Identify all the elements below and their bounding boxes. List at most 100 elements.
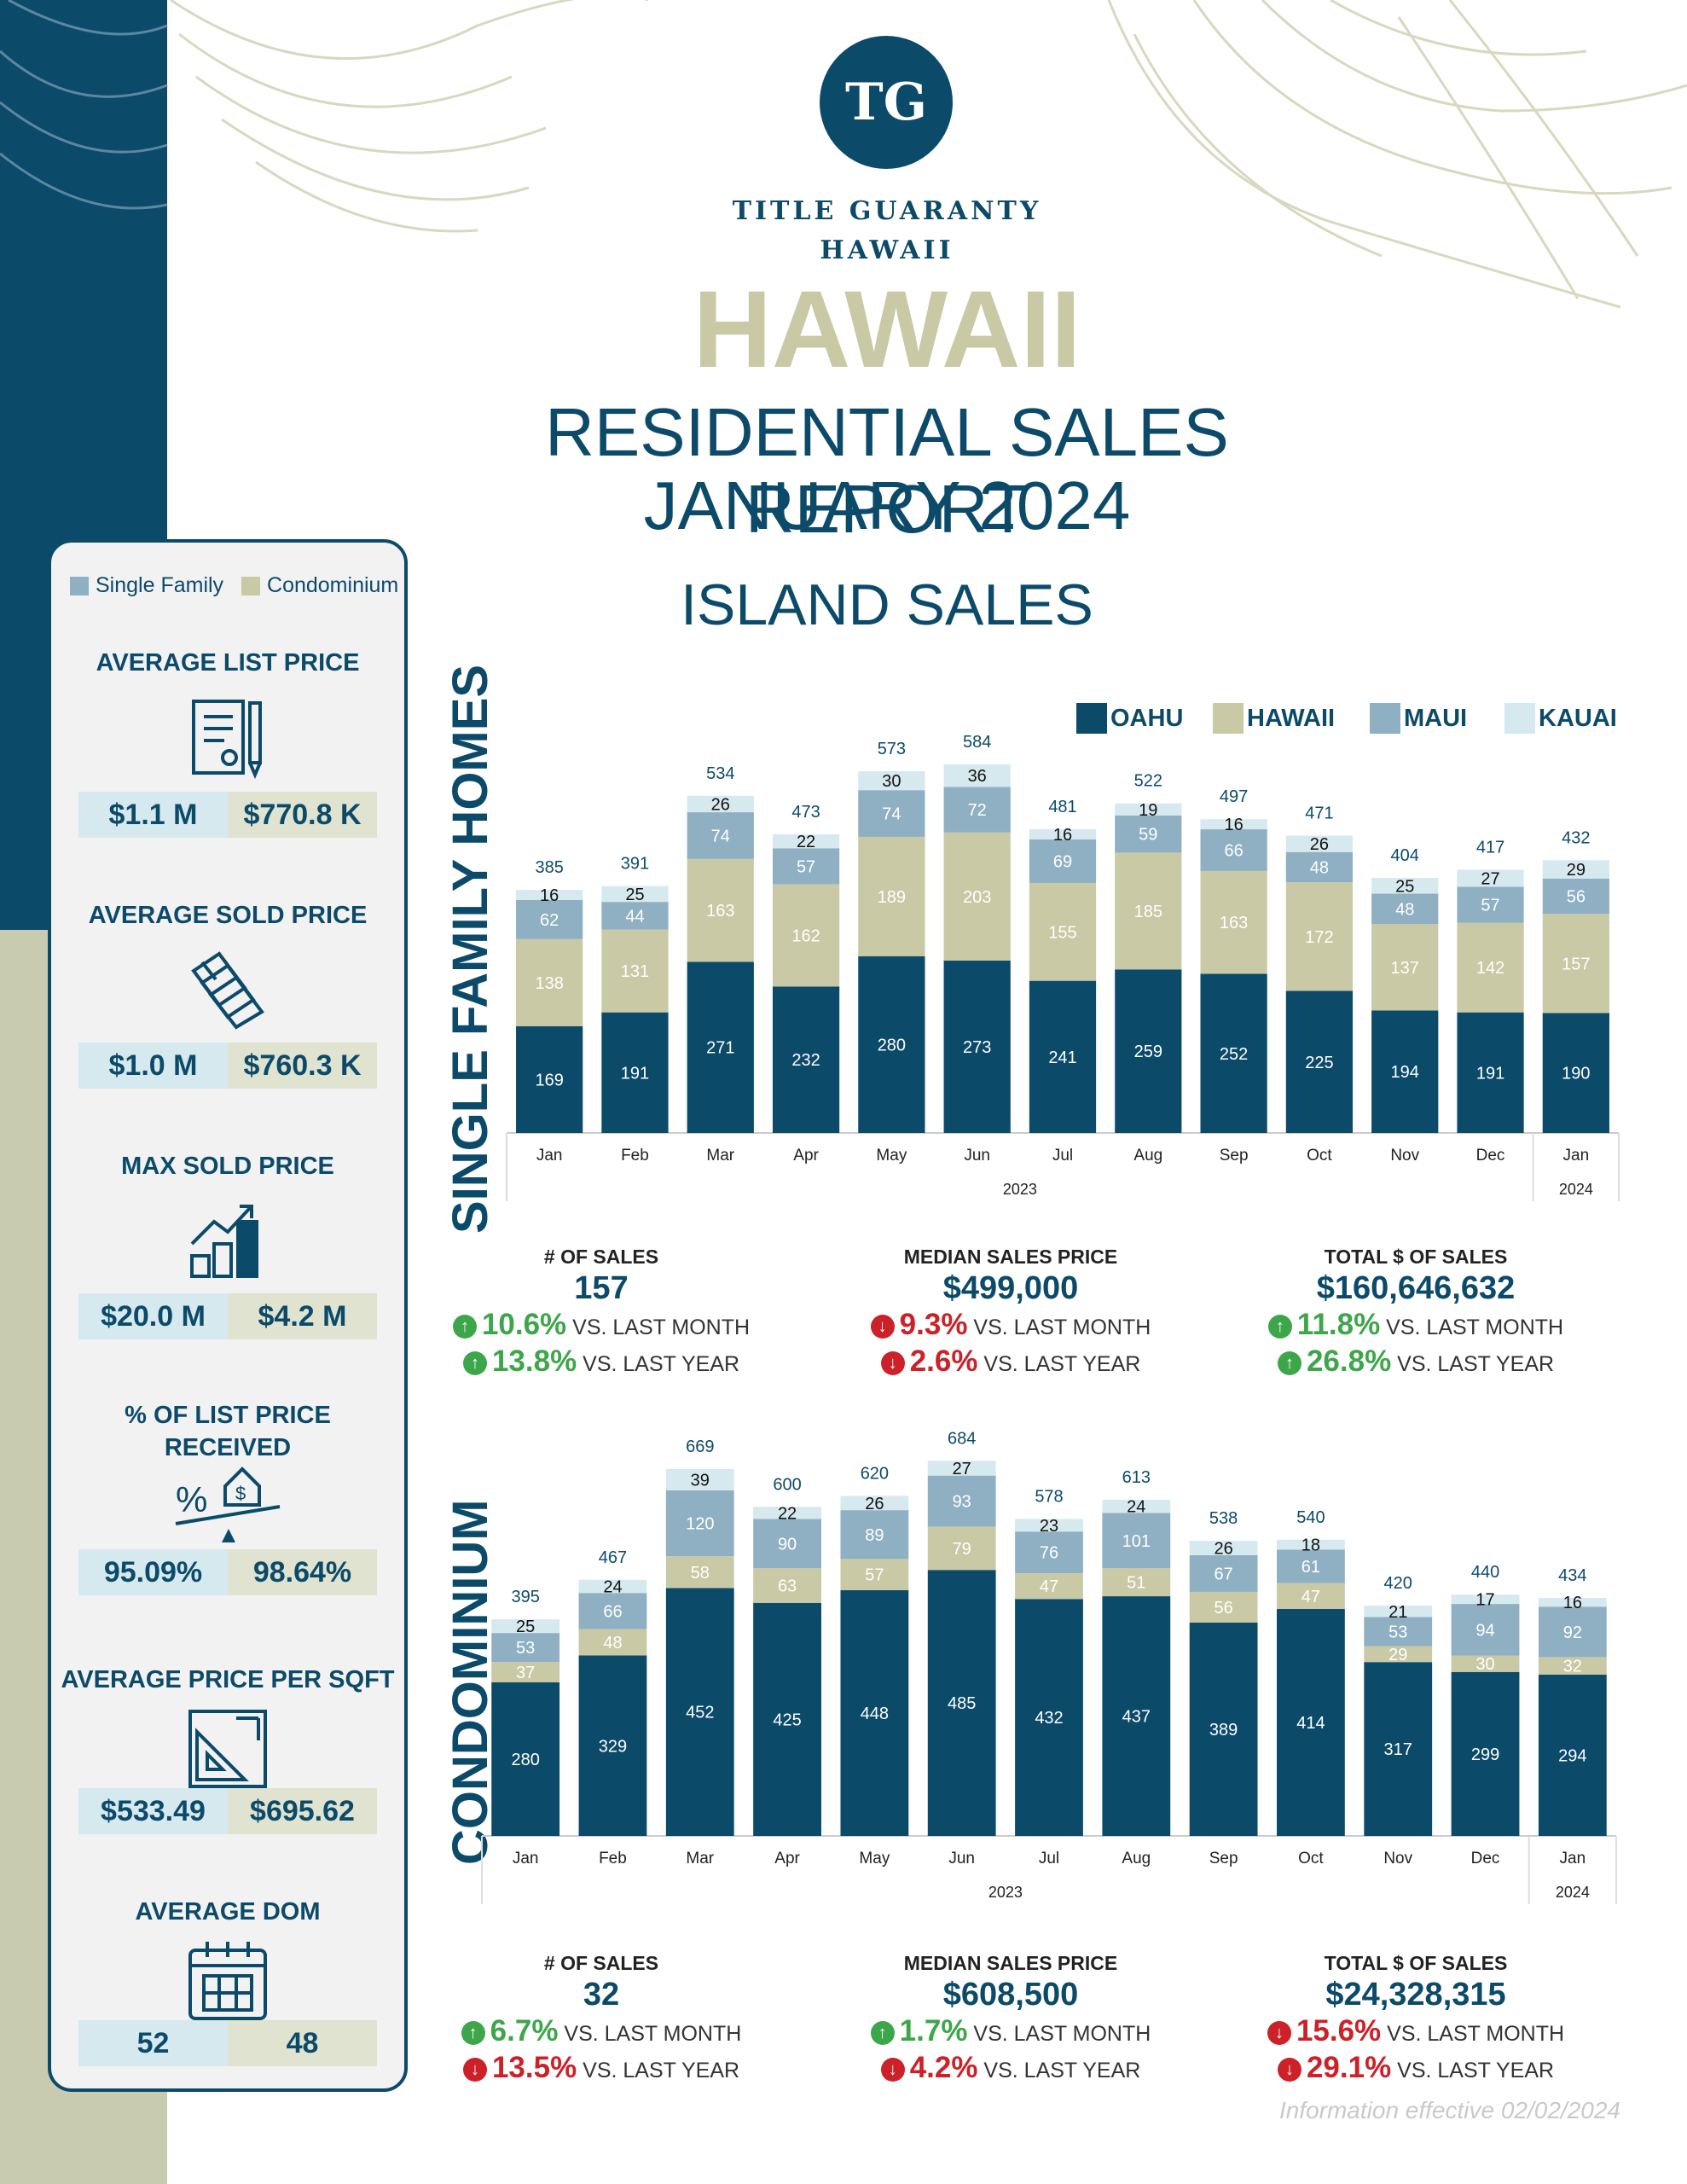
- bar-value-label: 25: [516, 1618, 535, 1636]
- bar-total-label: 669: [686, 1438, 714, 1456]
- bar-segment-maui: [772, 848, 840, 885]
- bar-value-label: 30: [1475, 1655, 1494, 1674]
- bar-segment-oahu: [1029, 980, 1097, 1133]
- bar-segment-kauai: [601, 886, 669, 903]
- bar-value-label: 163: [706, 902, 734, 921]
- bar-value-label: 48: [603, 1634, 622, 1653]
- bar-segment-oahu: [1277, 1608, 1345, 1836]
- bar-value-label: 29: [1567, 861, 1586, 880]
- bar-segment-oahu: [491, 1682, 560, 1836]
- bar-segment-hawaii: [1115, 852, 1182, 970]
- bar-total-label: 471: [1305, 804, 1333, 822]
- stat-year-row: ↑ 26.8% VS. LAST YEAR: [1220, 1345, 1612, 1381]
- x-tick-label: Jan: [536, 1147, 563, 1165]
- stat-block: # OF SALES 157 ↑ 10.6% VS. LAST MONTH ↑ 13…: [405, 1246, 797, 1381]
- single-family-chart: 169 138 62 16 385 Jan 191 131 44 25 391 Feb 271 163 74…: [506, 734, 1620, 1201]
- bar-total-label: 620: [861, 1464, 889, 1483]
- kauai-swatch: [1504, 703, 1535, 734]
- bar-value-label: 131: [621, 962, 649, 981]
- bar-total-label: 613: [1122, 1468, 1151, 1487]
- bar-segment-oahu: [1542, 1013, 1609, 1133]
- bar-value-label: 157: [1562, 955, 1590, 973]
- bar-segment-oahu: [1015, 1599, 1083, 1836]
- bar-segment-hawaii: [943, 832, 1011, 961]
- bar-total-label: 534: [706, 764, 734, 783]
- bar-total-label: 432: [1562, 828, 1590, 847]
- condo-value: 98.64%: [228, 1549, 377, 1595]
- bar-value-label: 57: [1481, 896, 1499, 915]
- bar-value-label: 74: [882, 805, 901, 824]
- stat-value: $608,500: [942, 1977, 1079, 2013]
- bar-segment-hawaii: [1277, 1583, 1345, 1609]
- bar-segment-hawaii: [1538, 1657, 1607, 1675]
- bar-value-label: 16: [1563, 1594, 1582, 1612]
- up-arrow-icon: ↑: [462, 1351, 487, 1375]
- stat-label: MEDIAN SALES PRICE: [903, 1246, 1118, 1268]
- bar-segment-hawaii: [753, 1568, 821, 1603]
- bar-value-label: 51: [1127, 1574, 1145, 1593]
- legend-condominium: Condominium: [267, 573, 399, 597]
- down-arrow-icon: ↓: [1277, 2058, 1301, 2082]
- bar-total-label: 440: [1471, 1563, 1499, 1582]
- year-group-label: 2024: [1559, 1181, 1593, 1198]
- bar-value-label: 74: [711, 827, 730, 845]
- bar-value-label: 169: [535, 1071, 563, 1089]
- x-tick-label: Jan: [513, 1850, 539, 1867]
- bar-value-label: 425: [773, 1711, 801, 1729]
- section-title: ISLAND SALES: [681, 572, 1093, 637]
- bar-total-label: 481: [1048, 798, 1076, 816]
- bar-value-label: 271: [706, 1039, 734, 1058]
- bar-segment-hawaii: [1371, 924, 1439, 1011]
- bar-segment-hawaii: [1189, 1591, 1258, 1623]
- up-arrow-icon: ↑: [1277, 1351, 1301, 1375]
- calendar-icon: [188, 1942, 267, 2020]
- bar-segment-hawaii: [578, 1629, 647, 1656]
- x-tick-label: Jan: [1560, 1850, 1586, 1867]
- bar-segment-kauai: [1457, 869, 1524, 887]
- metrics-panel: Single Family Condominium AVERAGE LIST P…: [48, 539, 408, 2092]
- bar-value-label: 17: [1475, 1591, 1494, 1610]
- bar-value-label: 259: [1134, 1043, 1162, 1061]
- bar-value-label: 16: [1053, 826, 1072, 845]
- bar-segment-maui: [1285, 851, 1354, 883]
- metric-title: AVERAGE PRICE PER SQFT: [61, 1666, 395, 1693]
- bar-segment-kauai: [772, 834, 840, 849]
- x-tick-label: Mar: [686, 1850, 714, 1867]
- bar-segment-oahu: [1371, 1010, 1439, 1133]
- bar-value-label: 59: [1139, 826, 1157, 845]
- x-tick-label: Apr: [793, 1147, 819, 1165]
- bar-segment-hawaii: [772, 884, 840, 987]
- bar-value-label: 432: [1035, 1709, 1063, 1728]
- bar-value-label: 27: [1481, 869, 1499, 888]
- bar-value-label: 24: [1127, 1498, 1145, 1517]
- bar-total-label: 684: [948, 1429, 976, 1448]
- panel-legend: Single Family Condominium: [70, 573, 398, 598]
- bar-value-label: 62: [540, 911, 559, 930]
- bar-value-label: 16: [540, 886, 559, 905]
- bar-value-label: 29: [1388, 1646, 1407, 1664]
- bar-value-label: 24: [603, 1578, 622, 1597]
- stat-block: TOTAL $ OF SALES $160,646,632 ↑ 11.8% VS.…: [1220, 1246, 1612, 1381]
- legend-single-family: Single Family: [96, 573, 224, 597]
- up-arrow-icon: ↑: [870, 2021, 895, 2045]
- report-subtitle: RESIDENTIAL SALES REPORT: [545, 394, 1229, 547]
- bar-value-label: 137: [1391, 959, 1419, 978]
- stat-block: TOTAL $ OF SALES $24,328,315 ↓ 15.6% VS. …: [1220, 1952, 1612, 2088]
- bar-value-label: 36: [968, 767, 987, 786]
- bar-value-label: 185: [1134, 903, 1162, 921]
- bar-segment-oahu: [927, 1570, 996, 1836]
- bar-segment-maui: [1364, 1617, 1433, 1647]
- bar-value-label: 21: [1388, 1603, 1407, 1622]
- bar-value-label: 44: [625, 907, 644, 926]
- bar-total-label: 497: [1220, 787, 1248, 806]
- bar-value-label: 241: [1048, 1048, 1076, 1067]
- bar-value-label: 414: [1296, 1714, 1325, 1733]
- bar-segment-oahu: [1285, 990, 1354, 1133]
- bar-value-label: 22: [797, 833, 815, 851]
- document-pen-icon: [192, 700, 262, 780]
- bar-value-label: 30: [882, 772, 901, 791]
- bar-segment-oahu: [687, 961, 754, 1133]
- bar-value-label: 37: [516, 1664, 535, 1682]
- metric-values: 95.09% 98.64%: [78, 1549, 377, 1595]
- down-arrow-icon: ↓: [870, 1315, 895, 1339]
